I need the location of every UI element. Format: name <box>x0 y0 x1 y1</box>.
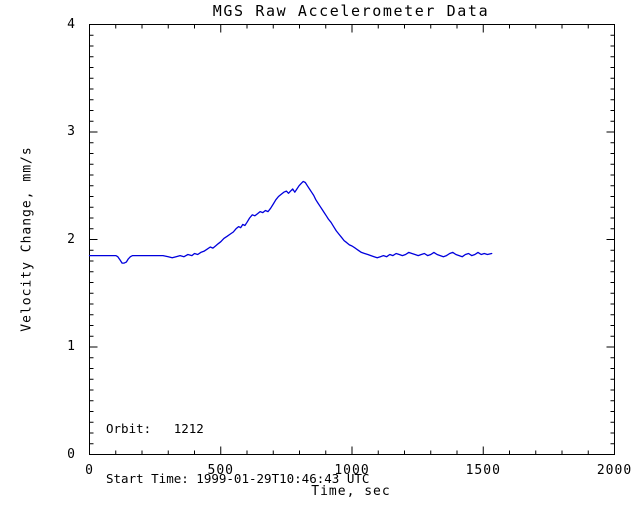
x-tick-label: 2000 <box>596 463 633 478</box>
annotation-start-time: Start Time: 1999-01-29T10:46:43 UTC <box>106 470 370 486</box>
x-tick-label: 0 <box>85 463 94 478</box>
y-tick-label: 2 <box>67 231 76 247</box>
y-tick-label: 1 <box>67 339 76 354</box>
y-tick-label: 3 <box>67 124 76 139</box>
annotation-block: Orbit: 1212 Start Time: 1999-01-29T10:46… <box>106 388 369 512</box>
x-tick-label: 1000 <box>334 463 370 478</box>
y-tick-label: 0 <box>67 446 76 462</box>
annotation-orbit: Orbit: 1212 <box>106 421 204 436</box>
x-tick-label: 500 <box>207 463 234 478</box>
chart-title: MGS Raw Accelerometer Data <box>212 2 490 20</box>
data-series-line <box>88 180 493 264</box>
y-axis-label: Velocity Change, mm/s <box>19 146 35 332</box>
x-axis-label: Time, sec <box>311 484 391 499</box>
x-tick-label: 1500 <box>465 463 501 478</box>
y-tick-label: 4 <box>67 16 76 32</box>
